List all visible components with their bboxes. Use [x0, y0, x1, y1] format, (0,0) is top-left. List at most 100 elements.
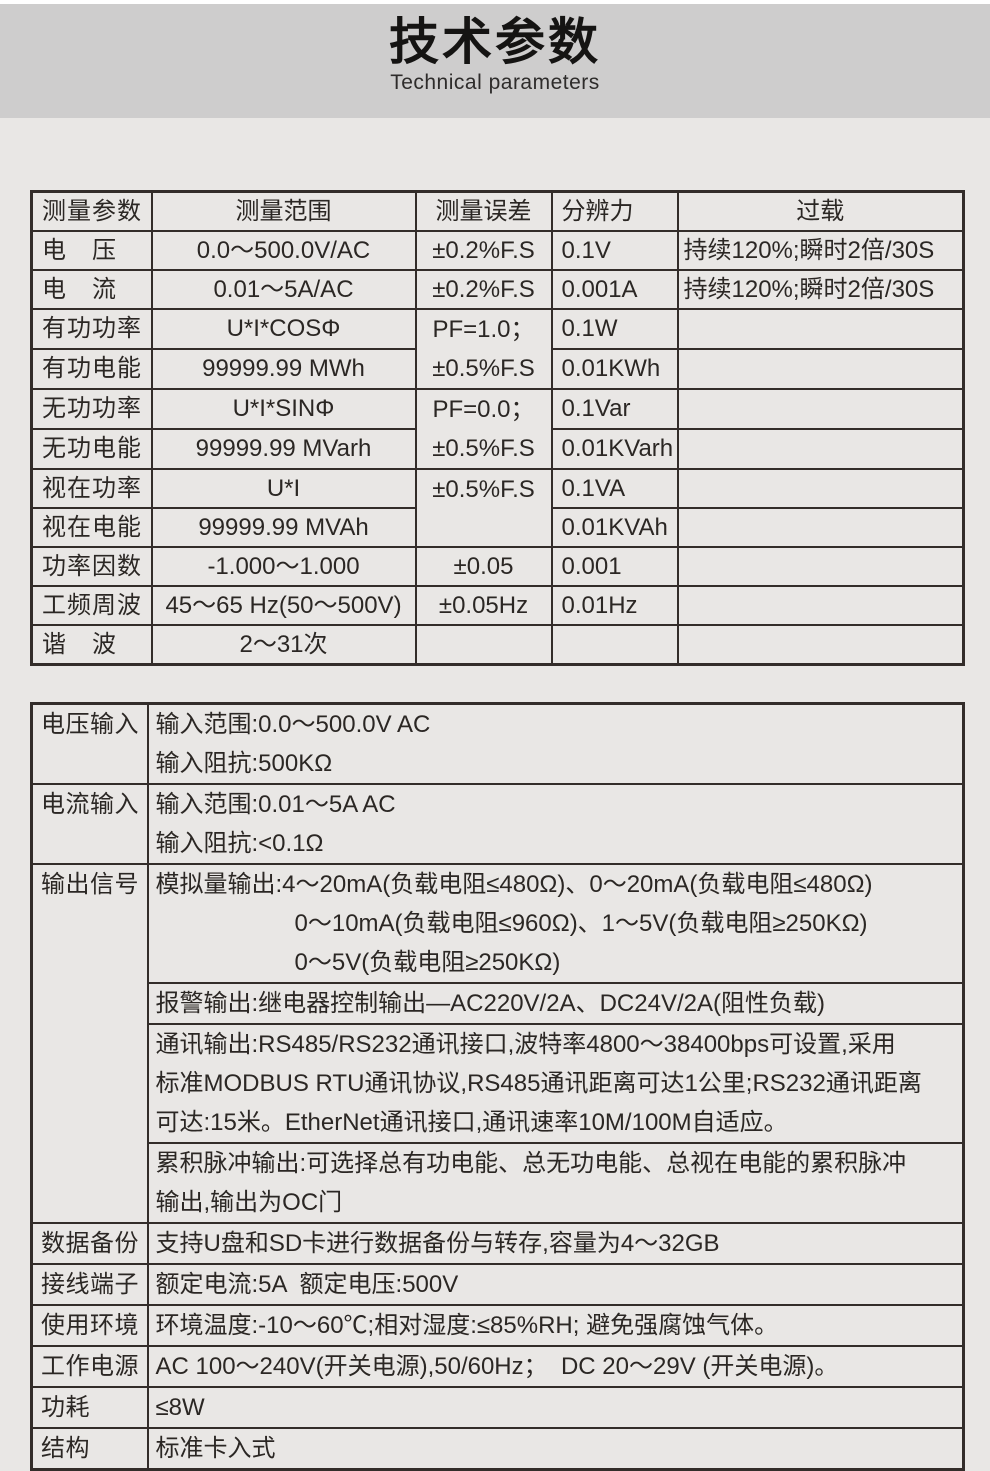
row-label-reactive-energy: 无功电能	[30, 428, 153, 470]
spec-line: 报警输出:继电器控制输出—AC220V/2A、DC24V/2A(阻性负载)	[155, 990, 825, 1017]
row-label-current: 电 流	[30, 269, 153, 310]
column-header-error: 测量误差	[414, 190, 553, 232]
row-label-reactive-power: 无功功率	[30, 388, 153, 430]
table-cell-overload: 持续120%;瞬时2倍/30S	[676, 230, 965, 271]
column-header-resolution: 分辨力	[550, 190, 679, 232]
measurement-row-active-power: 有功功率 U*I*COSΦ PF=1.0； ±0.5%F.S 0.1W	[30, 308, 965, 390]
table-cell-overload	[676, 428, 965, 470]
page-title: 技术参数	[389, 14, 601, 70]
spec-row-power-consumption: 功耗 ≤8W	[30, 1386, 965, 1429]
spec-line: 环境温度:-10～60℃;相对湿度:≤85%RH; 避免强腐蚀气体。	[155, 1312, 779, 1339]
row-label-apparent-energy: 视在电能	[30, 507, 153, 548]
table-cell-error-merged: PF=0.0； ±0.5%F.S	[414, 388, 553, 470]
row-label-voltage: 电 压	[30, 230, 153, 271]
measurement-row-active-energy: 有功电能 99999.99 MWh 0.01KWh	[30, 348, 965, 390]
spec-line: 标准MODBUS RTU通讯协议,RS485通讯距离可达1公里;RS232通讯距…	[155, 1070, 922, 1097]
table-cell-overload	[676, 546, 965, 587]
spec-section-pulse-output: 累积脉冲输出:可选择总有功电能、总无功电能、总视在电能的累积脉冲 输出,输出为O…	[149, 1142, 962, 1221]
spec-content: 环境温度:-10～60℃;相对湿度:≤85%RH; 避免强腐蚀气体。	[146, 1304, 965, 1347]
spec-section-analog-output: 模拟量输出:4～20mA(负载电阻≤480Ω)、0～20mA(负载电阻≤480Ω…	[150, 866, 962, 982]
table-cell-error	[414, 624, 553, 666]
spec-label-current-input: 电流输入	[30, 783, 149, 865]
spec-label-output-signal: 输出信号	[30, 863, 149, 1224]
measurement-row-reactive-energy: 无功电能 99999.99 MVarh 0.01KVarh	[30, 428, 965, 470]
table-cell-error: ±0.05	[414, 546, 553, 587]
table-cell-overload	[676, 624, 965, 666]
table-cell-resolution: 0.01KVarh	[550, 428, 679, 470]
table-cell-range: U*I*COSΦ	[150, 308, 417, 350]
spec-line: ≤8W	[155, 1394, 205, 1421]
table-cell-error: ±0.2%F.S	[414, 230, 553, 271]
table-cell-overload	[676, 468, 965, 509]
error-line-2: ±0.5%F.S	[432, 355, 535, 382]
table-cell-overload: 持续120%;瞬时2倍/30S	[676, 269, 965, 310]
table-cell-range: U*I*SINΦ	[150, 388, 417, 430]
error-line-1: PF=1.0；	[432, 316, 535, 343]
spec-content: 输入范围:0.0～500.0V AC 输入阻抗:500KΩ	[146, 702, 965, 785]
spec-section-comm-output: 通讯输出:RS485/RS232通讯接口,波特率4800～38400bps可设置…	[149, 1023, 962, 1142]
column-header-overload: 过载	[676, 190, 965, 232]
spec-line: 输入范围:0.01～5A AC	[155, 791, 396, 818]
table-cell-overload	[676, 507, 965, 548]
table-cell-resolution	[550, 624, 679, 666]
table-cell-range: 99999.99 MVarh	[150, 428, 417, 470]
measurement-row-reactive-power: 无功功率 U*I*SINΦ PF=0.0； ±0.5%F.S 0.1Var	[30, 388, 965, 470]
table-cell-range: 2～31次	[150, 624, 417, 666]
spec-row-structure: 结构 标准卡入式	[30, 1427, 965, 1471]
spec-content: 输入范围:0.01～5A AC 输入阻抗:<0.1Ω	[146, 783, 965, 865]
row-label-apparent-power: 视在功率	[30, 468, 153, 509]
page-subtitle: Technical parameters	[390, 70, 600, 94]
row-label-harmonic: 谐 波	[30, 624, 153, 666]
title-band: 技术参数 Technical parameters	[0, 4, 990, 118]
spec-row-output-signal: 输出信号 模拟量输出:4～20mA(负载电阻≤480Ω)、0～20mA(负载电阻…	[30, 863, 965, 1224]
spec-content: 额定电流:5A 额定电压:500V	[146, 1263, 965, 1306]
row-label-active-power: 有功功率	[30, 308, 153, 350]
table-cell-range: 0.0～500.0V/AC	[150, 230, 417, 271]
row-label-power-factor: 功率因数	[30, 546, 153, 587]
spec-line: 标准卡入式	[155, 1435, 276, 1462]
spec-section-alarm-output: 报警输出:继电器控制输出—AC220V/2A、DC24V/2A(阻性负载)	[149, 982, 962, 1023]
spec-line: 输出,输出为OC门	[155, 1189, 343, 1216]
table-cell-error-merged: PF=1.0； ±0.5%F.S	[414, 308, 553, 390]
column-header-range: 测量范围	[150, 190, 417, 232]
table-cell-overload	[676, 308, 965, 350]
spec-row-terminals: 接线端子 额定电流:5A 额定电压:500V	[30, 1263, 965, 1306]
spec-row-current-input: 电流输入 输入范围:0.01～5A AC 输入阻抗:<0.1Ω	[30, 783, 965, 865]
table-cell-range: 45～65 Hz(50～500V)	[150, 585, 417, 626]
spec-label-structure: 结构	[30, 1427, 149, 1471]
spec-line: 支持U盘和SD卡进行数据备份与转存,容量为4～32GB	[155, 1230, 720, 1257]
table-cell-resolution: 0.001	[550, 546, 679, 587]
table-cell-resolution: 0.1V	[550, 230, 679, 271]
spec-line: 累积脉冲输出:可选择总有功电能、总无功电能、总视在电能的累积脉冲	[155, 1150, 907, 1177]
spec-line: AC 100～240V(开关电源),50/60Hz； DC 20～29V (开关…	[155, 1353, 839, 1380]
table-cell-resolution: 0.01Hz	[550, 585, 679, 626]
error-line-1: PF=0.0；	[432, 396, 535, 423]
table-cell-overload	[676, 348, 965, 390]
spec-table: 电压输入 输入范围:0.0～500.0V AC 输入阻抗:500KΩ 电流输入 …	[30, 702, 965, 1471]
spec-row-voltage-input: 电压输入 输入范围:0.0～500.0V AC 输入阻抗:500KΩ	[30, 702, 965, 785]
spec-line: 0～10mA(负载电阻≤960Ω)、1～5V(负载电阻≥250KΩ)	[294, 910, 868, 937]
spec-label-voltage-input: 电压输入	[30, 702, 149, 785]
row-label-active-energy: 有功电能	[30, 348, 153, 390]
table-cell-error: ±0.05Hz	[414, 585, 553, 626]
spec-content: 模拟量输出:4～20mA(负载电阻≤480Ω)、0～20mA(负载电阻≤480Ω…	[146, 863, 965, 1224]
spec-line: 额定电流:5A 额定电压:500V	[155, 1271, 459, 1298]
spec-line: 模拟量输出:4～20mA(负载电阻≤480Ω)、0～20mA(负载电阻≤480Ω…	[155, 871, 873, 898]
table-cell-error: ±0.2%F.S	[414, 269, 553, 310]
table-cell-range: 99999.99 MWh	[150, 348, 417, 390]
table-cell-resolution: 0.001A	[550, 269, 679, 310]
spec-row-environment: 使用环境 环境温度:-10～60℃;相对湿度:≤85%RH; 避免强腐蚀气体。	[30, 1304, 965, 1347]
spec-label-terminals: 接线端子	[30, 1263, 149, 1306]
table-cell-resolution: 0.1Var	[550, 388, 679, 430]
table-cell-overload	[676, 585, 965, 626]
measurement-row-apparent-power: 视在功率 U*I ±0.5%F.S 0.1VA	[30, 468, 965, 548]
table-cell-range: 0.01～5A/AC	[150, 269, 417, 310]
spec-label-power-consumption: 功耗	[30, 1386, 149, 1429]
spec-content: ≤8W	[146, 1386, 965, 1429]
table-cell-resolution: 0.01KWh	[550, 348, 679, 390]
spec-content: AC 100～240V(开关电源),50/60Hz； DC 20～29V (开关…	[146, 1345, 965, 1388]
spec-label-power-supply: 工作电源	[30, 1345, 149, 1388]
table-cell-overload	[676, 388, 965, 430]
table-cell-range: U*I	[150, 468, 417, 509]
spec-line: 输入阻抗:500KΩ	[155, 750, 333, 777]
